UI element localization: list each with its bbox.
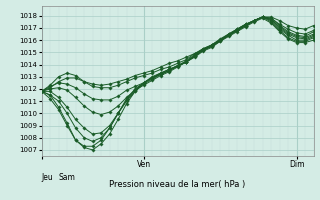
X-axis label: Pression niveau de la mer( hPa ): Pression niveau de la mer( hPa ) — [109, 180, 246, 189]
Text: Jeu: Jeu — [42, 173, 53, 182]
Text: Sam: Sam — [59, 173, 76, 182]
